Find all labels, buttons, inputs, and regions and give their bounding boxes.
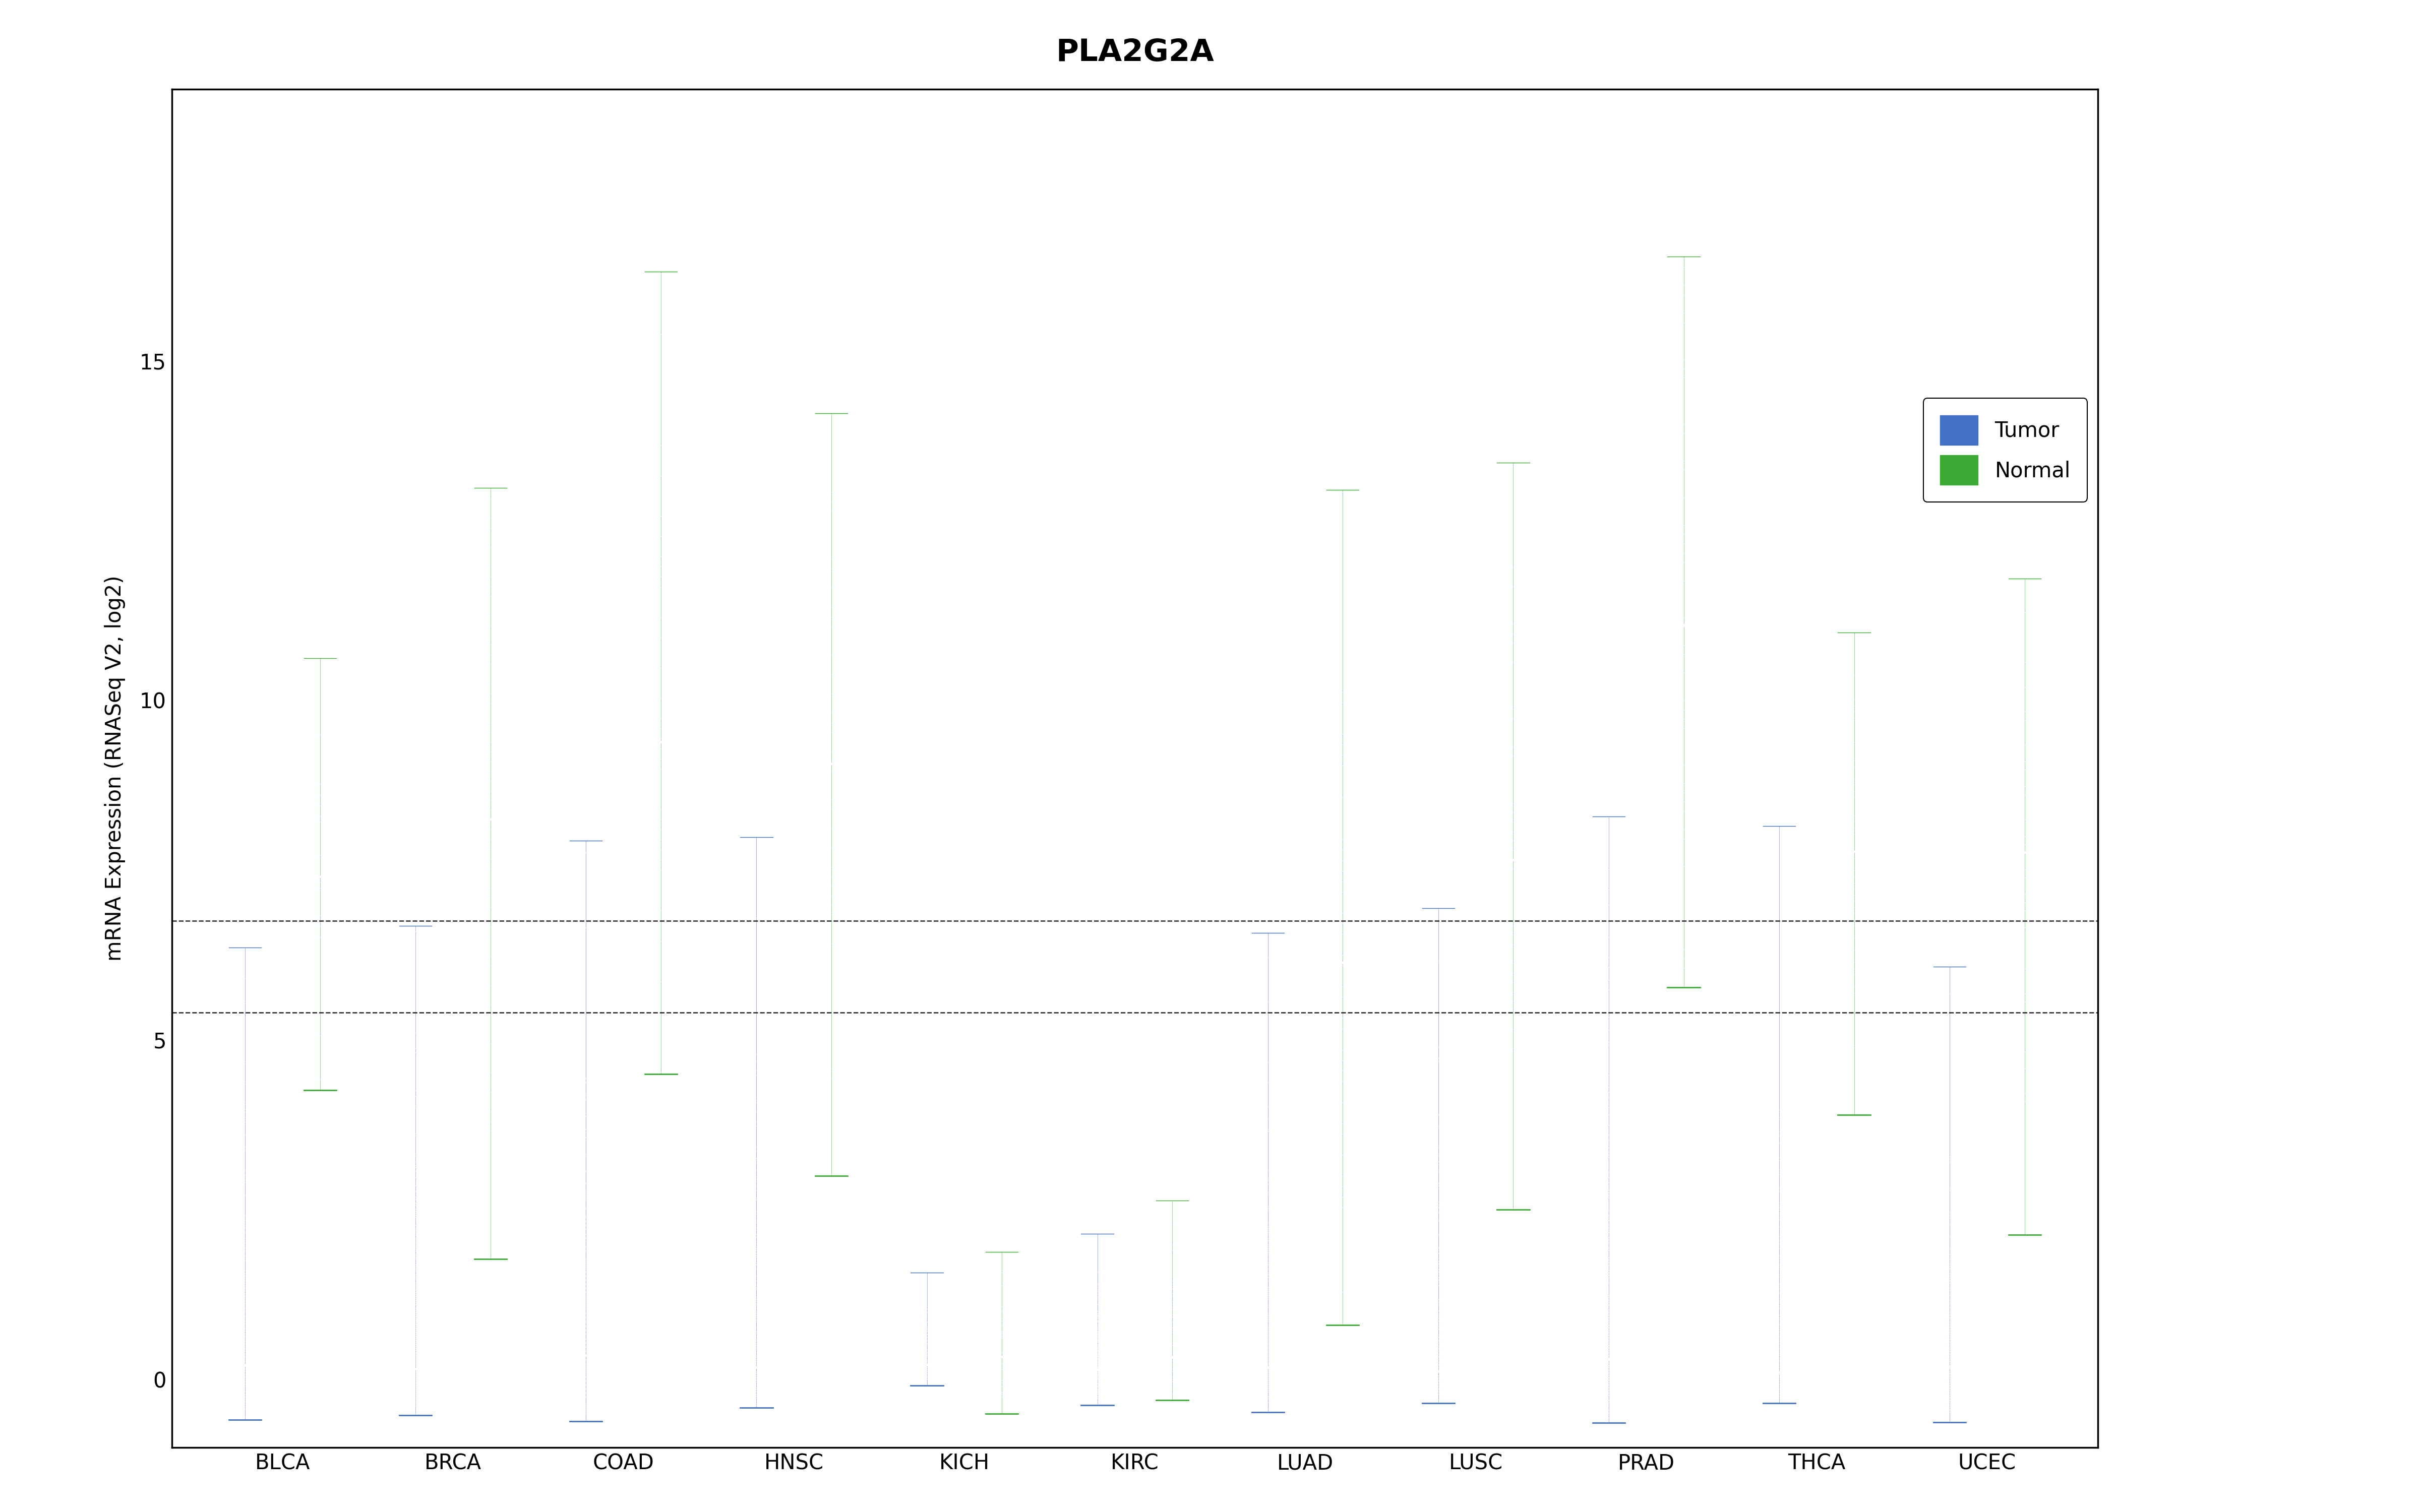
Legend: Tumor, Normal: Tumor, Normal bbox=[1924, 398, 2088, 502]
Y-axis label: mRNA Expression (RNASeq V2, log2): mRNA Expression (RNASeq V2, log2) bbox=[104, 575, 126, 962]
Title: PLA2G2A: PLA2G2A bbox=[1055, 38, 1215, 68]
